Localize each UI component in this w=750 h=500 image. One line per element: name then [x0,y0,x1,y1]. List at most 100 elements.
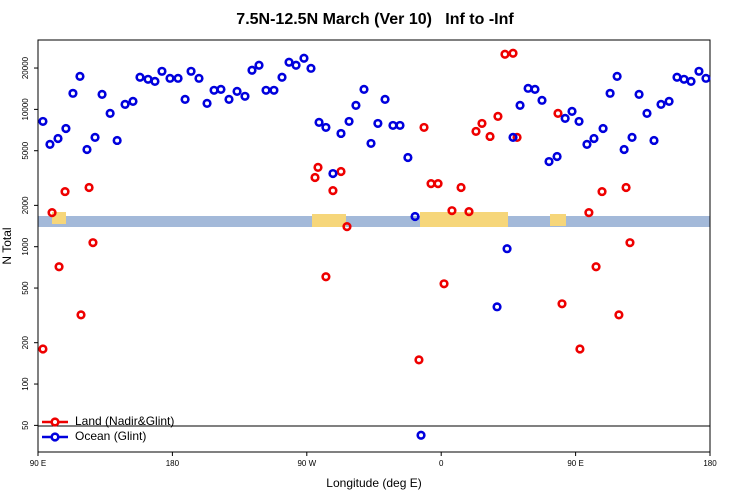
y-tick-label: 1000 [21,237,30,255]
point [416,430,426,440]
point [530,84,540,94]
point [560,113,570,123]
point [84,182,94,193]
point [82,144,92,155]
point [186,66,196,76]
y-tick-label: 100 [21,377,30,391]
point [75,71,85,81]
point [47,208,57,218]
point [388,120,398,131]
y-tick-label: 20000 [21,56,30,79]
point [701,73,711,83]
point [359,84,369,94]
y-tick-label: 200 [21,335,30,349]
x-axis-label: Longitude (deg E) [326,476,421,490]
point [649,135,659,146]
point [395,120,405,131]
x-tick-label: 180 [703,459,717,468]
point [508,48,518,58]
point [150,76,160,86]
y-tick-label: 2000 [21,196,30,214]
point [553,108,563,118]
point [351,100,361,110]
point [410,211,420,222]
point [306,63,316,73]
point [537,95,547,105]
legend-label: Land (Nadir&Glint) [75,414,174,428]
point [656,99,666,109]
point [597,186,607,197]
point [456,182,466,193]
plot-frame [37,39,711,453]
point [344,116,354,127]
legend-marker [50,417,60,427]
point [544,156,554,167]
point [614,310,624,320]
point [672,72,682,82]
point [60,186,70,197]
point [216,84,226,94]
point [574,116,584,127]
y-tick-label: 500 [21,281,30,295]
point [627,132,637,143]
point [634,89,644,99]
point [605,88,615,98]
point [54,262,64,272]
chart-title: 7.5N-12.5N March (Ver 10) Inf to -Inf [236,11,514,28]
point [328,168,338,179]
legend-label: Ocean (Glint) [75,429,146,443]
point [97,89,107,99]
point [512,132,522,143]
point [38,344,48,354]
point [247,65,257,75]
point [485,131,495,142]
point [321,272,331,282]
point [679,74,689,84]
y-axis-label: N Total [0,227,14,264]
point [447,206,457,216]
point [261,85,271,95]
point [128,96,138,107]
point [694,66,704,76]
point [523,83,533,93]
point [598,123,608,134]
x-tick-label: 180 [166,459,180,468]
point [419,122,429,133]
point [433,179,443,189]
point [591,262,601,272]
point [664,96,674,107]
point [493,111,503,121]
map-band [38,216,710,227]
point [240,91,250,101]
point [686,76,696,86]
point [477,118,487,129]
point [380,94,390,104]
point [471,126,481,137]
point [310,172,320,183]
point [575,344,585,354]
point [209,85,219,95]
point [582,139,592,149]
y-tick-label: 10000 [21,98,30,121]
point [112,135,122,146]
point [88,238,98,248]
point [403,152,413,163]
point [567,106,577,116]
point [589,133,599,144]
point [76,310,86,320]
point [321,122,331,133]
point [45,139,55,149]
land-strip [52,212,566,227]
point [621,182,631,193]
point [619,144,629,155]
point [500,49,510,59]
point [61,123,71,134]
point [313,162,323,172]
point [194,73,204,83]
point [224,94,234,104]
point [90,132,100,143]
point [157,66,167,76]
point [53,133,63,144]
y-tick-label: 50 [21,420,30,429]
